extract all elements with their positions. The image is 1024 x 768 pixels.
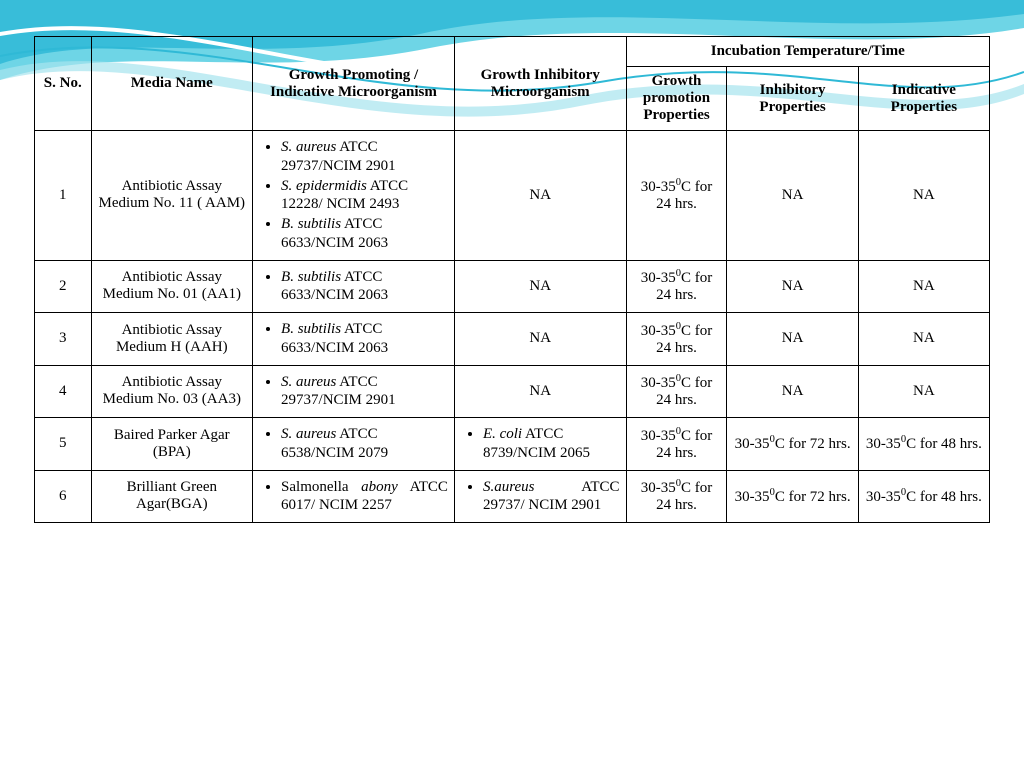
cell-indp: NA xyxy=(858,313,989,366)
cell-media: Brilliant Green Agar(BGA) xyxy=(91,470,253,523)
th-ip: Inhibitory Properties xyxy=(727,67,858,131)
table-row: 2Antibiotic Assay Medium No. 01 (AA1) B. … xyxy=(35,260,990,313)
cell-ip: NA xyxy=(727,313,858,366)
th-media: Media Name xyxy=(91,37,253,131)
table-row: 4Antibiotic Assay Medium No. 03 (AA3) S. … xyxy=(35,365,990,418)
th-sno: S. No. xyxy=(35,37,92,131)
cell-ip: 30-350C for 72 hrs. xyxy=(727,470,858,523)
cell-promoting: S. aureus ATCC 29737/NCIM 2901S. epiderm… xyxy=(253,131,455,261)
cell-indp: NA xyxy=(858,131,989,261)
table-header: S. No. Media Name Growth Promoting / Ind… xyxy=(35,37,990,131)
cell-media: Antibiotic Assay Medium No. 11 ( AAM) xyxy=(91,131,253,261)
cell-gpp: 30-350C for 24 hrs. xyxy=(626,365,727,418)
th-gpp: Growth promotion Properties xyxy=(626,67,727,131)
cell-indp: 30-350C for 48 hrs. xyxy=(858,470,989,523)
cell-sno: 5 xyxy=(35,418,92,471)
cell-promoting: S. aureus ATCC 6538/NCIM 2079 xyxy=(253,418,455,471)
organism-item: S. aureus ATCC 6538/NCIM 2079 xyxy=(281,425,448,463)
cell-inhibitory: NA xyxy=(454,313,626,366)
slide-content: S. No. Media Name Growth Promoting / Ind… xyxy=(0,0,1024,559)
cell-ip: 30-350C for 72 hrs. xyxy=(727,418,858,471)
cell-gpp: 30-350C for 24 hrs. xyxy=(626,470,727,523)
cell-gpp: 30-350C for 24 hrs. xyxy=(626,260,727,313)
organism-item: S. aureus ATCC 29737/NCIM 2901 xyxy=(281,373,448,411)
th-growth-inhibitory: Growth Inhibitory Microorganism xyxy=(454,37,626,131)
cell-media: Antibiotic Assay Medium No. 01 (AA1) xyxy=(91,260,253,313)
organism-item: B. subtilis ATCC 6633/NCIM 2063 xyxy=(281,320,448,358)
cell-gpp: 30-350C for 24 hrs. xyxy=(626,131,727,261)
th-indp: Indicative Properties xyxy=(858,67,989,131)
cell-promoting: S. aureus ATCC 29737/NCIM 2901 xyxy=(253,365,455,418)
cell-ip: NA xyxy=(727,365,858,418)
table-body: 1Antibiotic Assay Medium No. 11 ( AAM)S.… xyxy=(35,131,990,523)
organism-item: B. subtilis ATCC 6633/NCIM 2063 xyxy=(281,215,448,253)
cell-indp: NA xyxy=(858,365,989,418)
cell-media: Antibiotic Assay Medium No. 03 (AA3) xyxy=(91,365,253,418)
cell-sno: 6 xyxy=(35,470,92,523)
table-row: 5Baired Parker Agar (BPA) S. aureus ATCC … xyxy=(35,418,990,471)
organism-item: S. epidermidis ATCC 12228/ NCIM 2493 xyxy=(281,177,448,215)
organism-item: E. coli ATCC 8739/NCIM 2065 xyxy=(483,425,620,463)
cell-promoting: B. subtilis ATCC 6633/NCIM 2063 xyxy=(253,313,455,366)
cell-inhibitory: NA xyxy=(454,131,626,261)
cell-sno: 4 xyxy=(35,365,92,418)
organism-item: S.aureus ATCC 29737/ NCIM 2901 xyxy=(483,478,620,516)
cell-promoting: B. subtilis ATCC 6633/NCIM 2063 xyxy=(253,260,455,313)
cell-indp: NA xyxy=(858,260,989,313)
cell-sno: 2 xyxy=(35,260,92,313)
organism-item: S. aureus ATCC 29737/NCIM 2901 xyxy=(281,138,448,176)
cell-inhibitory: NA xyxy=(454,365,626,418)
cell-media: Baired Parker Agar (BPA) xyxy=(91,418,253,471)
cell-sno: 1 xyxy=(35,131,92,261)
cell-promoting: Salmonella abony ATCC 6017/ NCIM 2257 xyxy=(253,470,455,523)
th-incubation-group: Incubation Temperature/Time xyxy=(626,37,989,67)
cell-sno: 3 xyxy=(35,313,92,366)
table-row: 6Brilliant Green Agar(BGA) Salmonella abo… xyxy=(35,470,990,523)
organism-item: B. subtilis ATCC 6633/NCIM 2063 xyxy=(281,268,448,306)
cell-ip: NA xyxy=(727,260,858,313)
cell-inhibitory: S.aureus ATCC 29737/ NCIM 2901 xyxy=(454,470,626,523)
media-table: S. No. Media Name Growth Promoting / Ind… xyxy=(34,36,990,523)
cell-inhibitory: E. coli ATCC 8739/NCIM 2065 xyxy=(454,418,626,471)
cell-indp: 30-350C for 48 hrs. xyxy=(858,418,989,471)
table-row: 3Antibiotic Assay Medium H (AAH) B. subti… xyxy=(35,313,990,366)
cell-gpp: 30-350C for 24 hrs. xyxy=(626,418,727,471)
cell-gpp: 30-350C for 24 hrs. xyxy=(626,313,727,366)
cell-media: Antibiotic Assay Medium H (AAH) xyxy=(91,313,253,366)
table-row: 1Antibiotic Assay Medium No. 11 ( AAM)S.… xyxy=(35,131,990,261)
cell-inhibitory: NA xyxy=(454,260,626,313)
organism-item: Salmonella abony ATCC 6017/ NCIM 2257 xyxy=(281,478,448,516)
cell-ip: NA xyxy=(727,131,858,261)
th-growth-promoting: Growth Promoting / Indicative Microorgan… xyxy=(253,37,455,131)
